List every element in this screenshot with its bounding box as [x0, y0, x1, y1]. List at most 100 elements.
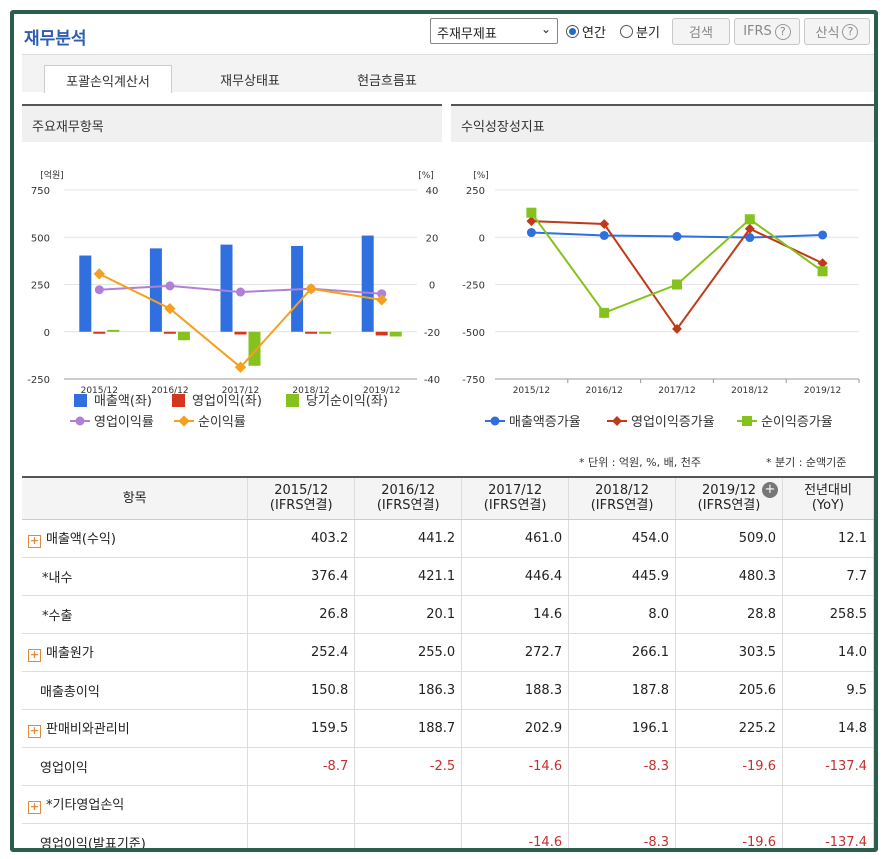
legend-label: 영업이익률 [94, 415, 154, 430]
table-cell: 509.0 [675, 519, 783, 558]
line-point [526, 228, 536, 238]
table-cell: -137.4 [782, 747, 874, 786]
legend-label: 영업이익(좌) [192, 394, 262, 409]
page-title: 재무분석 [24, 29, 87, 49]
table-row: + 판매비와관리비 159.5 188.7 202.9 196.1 225.2 14.8 [22, 709, 874, 748]
header-item: 항목 [22, 476, 249, 520]
row-label-text: *내수 [42, 570, 73, 586]
line-point [236, 287, 245, 297]
radio-quarter[interactable]: 분기 [620, 22, 660, 41]
bar-1 [375, 331, 388, 336]
radio-annual[interactable]: 연간 [566, 22, 606, 41]
row-label: 매출총이익 [22, 671, 249, 710]
ifrs-help-button[interactable]: IFRS ? [734, 18, 800, 45]
expand-plus-icon[interactable]: + [28, 648, 41, 662]
table-cell: 266.1 [568, 633, 677, 672]
legend-swatch [172, 394, 185, 407]
table-cell [675, 785, 783, 824]
table-cell: -19.6 [675, 747, 783, 786]
x-tick: 2016/12 [151, 386, 188, 396]
table-cell [461, 785, 570, 824]
table-cell: 445.9 [568, 557, 677, 596]
table-row: + *기타영업손익 [22, 785, 874, 824]
row-label-text: 매출액(수익) [46, 532, 116, 547]
bar-0 [149, 248, 162, 332]
ifrs-label: IFRS [743, 24, 772, 39]
line-point [305, 283, 317, 295]
line-point [817, 266, 828, 277]
unit-note: * 단위 : 억원, %, 배, 천주 [579, 456, 701, 469]
table-cell: 159.5 [247, 709, 356, 748]
radio-off-icon [620, 25, 633, 38]
y-tick: -750 [462, 375, 485, 386]
table-cell: 26.8 [247, 595, 356, 634]
table-row: 매출총이익 150.8 186.3 188.3 187.8 205.6 9.5 [22, 671, 874, 710]
radio-on-icon [566, 25, 579, 38]
table-cell: 196.1 [568, 709, 677, 748]
y-right-tick: 40 [426, 186, 439, 197]
expand-plus-icon[interactable]: + [28, 800, 41, 814]
y-left-tick: -250 [27, 375, 50, 386]
x-tick: 2018/12 [292, 386, 329, 396]
tab-balance-sheet[interactable]: 재무상태표 [220, 74, 280, 89]
legend-swatch [742, 416, 752, 426]
line-point [744, 214, 755, 225]
table-cell [354, 785, 463, 824]
line-point [165, 281, 175, 291]
tab-cash-flow[interactable]: 현금흐름표 [357, 74, 417, 89]
y-right-tick: -40 [424, 375, 440, 386]
search-button[interactable]: 검색 [672, 18, 730, 45]
table-cell: 8.0 [568, 595, 677, 634]
income-statement-table: 항목 2015/12 (IFRS연결) 2016/12 (IFRS연결) 2017/… [22, 476, 874, 848]
table-cell: 202.9 [461, 709, 570, 748]
bar-2 [319, 331, 332, 334]
row-label: + 판매비와관리비 [22, 709, 249, 748]
formula-help-button[interactable]: 산식 ? [804, 18, 870, 45]
row-label-text: *수출 [42, 608, 73, 624]
y-tick: 250 [466, 186, 485, 197]
table-row: + 매출원가 252.4 255.0 272.7 266.1 303.5 14.0 [22, 633, 874, 672]
tab-income-statement[interactable]: 포괄손익계산서 [44, 65, 172, 93]
table-row: + 매출액(수익) 403.2 441.2 461.0 454.0 509.0 12.1 [22, 519, 874, 558]
row-label: + 매출원가 [22, 633, 249, 672]
row-label-text: 판매비와관리비 [46, 722, 130, 737]
add-column-icon[interactable]: + [761, 482, 778, 498]
row-label: + 매출액(수익) [22, 519, 249, 558]
bar-2 [389, 331, 402, 337]
table-cell: 14.6 [461, 595, 570, 634]
radio-annual-label: 연간 [582, 26, 606, 41]
expand-plus-icon[interactable]: + [28, 534, 41, 548]
y-tick: -250 [462, 281, 485, 292]
expand-plus-icon[interactable]: + [28, 724, 41, 738]
row-label: *내수 [22, 557, 249, 596]
table-cell: -8.3 [568, 747, 677, 786]
x-tick: 2015/12 [513, 386, 550, 396]
line-point [672, 279, 682, 290]
table-cell [247, 823, 356, 848]
table-cell [782, 785, 874, 824]
legend-swatch [286, 394, 299, 407]
row-label: + *기타영업손익 [22, 785, 249, 824]
bar-0 [79, 255, 92, 332]
y-unit: [%] [473, 171, 489, 181]
table-cell: -8.3 [568, 823, 677, 848]
y-right-tick: 0 [429, 281, 435, 292]
line-series-2 [530, 212, 824, 315]
legend-label: 순이익증가율 [761, 415, 833, 430]
header-2016: 2016/12 (IFRS연결) [354, 476, 463, 520]
table-cell: 258.5 [782, 595, 874, 634]
row-label: 영업이익(발표기준) [22, 823, 249, 848]
table-cell: 187.8 [568, 671, 677, 710]
statement-type-select[interactable]: 주재무제표 ⌄ [430, 18, 558, 44]
y-left-tick: 0 [44, 328, 50, 339]
table-cell: -137.4 [782, 823, 874, 848]
legend-swatch [178, 415, 190, 427]
line-point [164, 302, 176, 315]
legend-swatch [490, 416, 500, 426]
y-right-unit: [%] [418, 171, 434, 181]
table-cell: 14.8 [782, 709, 874, 748]
legend-label: 매출액(좌) [94, 394, 152, 409]
header-2017: 2017/12 (IFRS연결) [461, 476, 570, 520]
table-cell: -2.5 [354, 747, 463, 786]
table-cell: 225.2 [675, 709, 783, 748]
